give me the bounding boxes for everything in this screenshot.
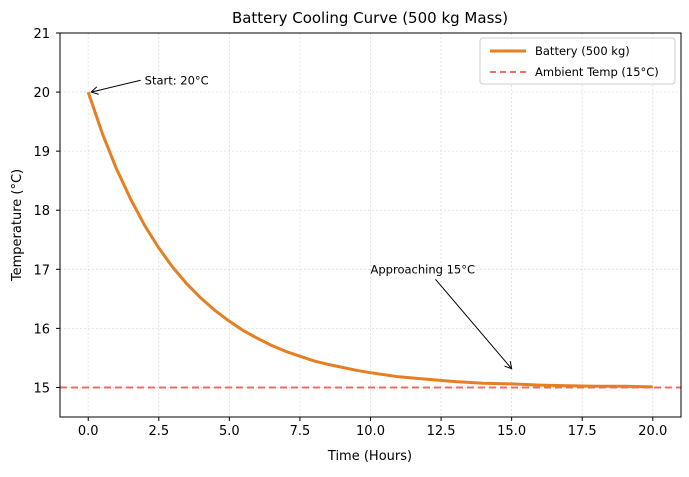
y-axis-label: Temperature (°C) [10,169,25,282]
annotation-arrow [435,278,512,368]
y-tick-label: 20 [33,86,50,101]
x-tick-label: 20.0 [638,424,667,439]
annotation-arrow [91,79,141,92]
grid [60,32,681,417]
annotations: Start: 20°C Approaching 15°C [91,73,511,368]
legend: Battery (500 kg) Ambient Temp (15°C) [479,37,676,85]
legend-label-ambient: Ambient Temp (15°C) [535,65,659,79]
legend-label-battery: Battery (500 kg) [535,44,630,58]
x-tick-label: 7.5 [290,424,311,439]
y-tick-label: 15 [33,381,50,396]
y-axis: 15 16 17 18 19 20 21 [33,27,60,396]
x-tick-label: 10.0 [356,424,385,439]
annotation-text: Start: 20°C [145,73,209,87]
y-tick-label: 17 [33,263,50,278]
series-layer [86,91,653,389]
y-tick-label: 19 [33,145,50,160]
x-axis: 0.0 2.5 5.0 7.5 10.0 12.5 15.0 17.5 20.0 [78,417,667,439]
x-tick-label: 15.0 [497,424,526,439]
y-tick-label: 21 [33,27,50,42]
annotation-text: Approaching 15°C [371,262,476,276]
x-tick-label: 12.5 [427,424,456,439]
battery-curve [86,91,653,389]
y-tick-label: 16 [33,322,50,337]
chart-title: Battery Cooling Curve (500 kg Mass) [232,9,508,27]
x-tick-label: 17.5 [568,424,597,439]
x-tick-label: 2.5 [148,424,169,439]
y-tick-label: 18 [33,204,50,219]
x-tick-label: 5.0 [219,424,240,439]
x-tick-label: 0.0 [78,424,99,439]
x-axis-label: Time (Hours) [327,449,412,464]
